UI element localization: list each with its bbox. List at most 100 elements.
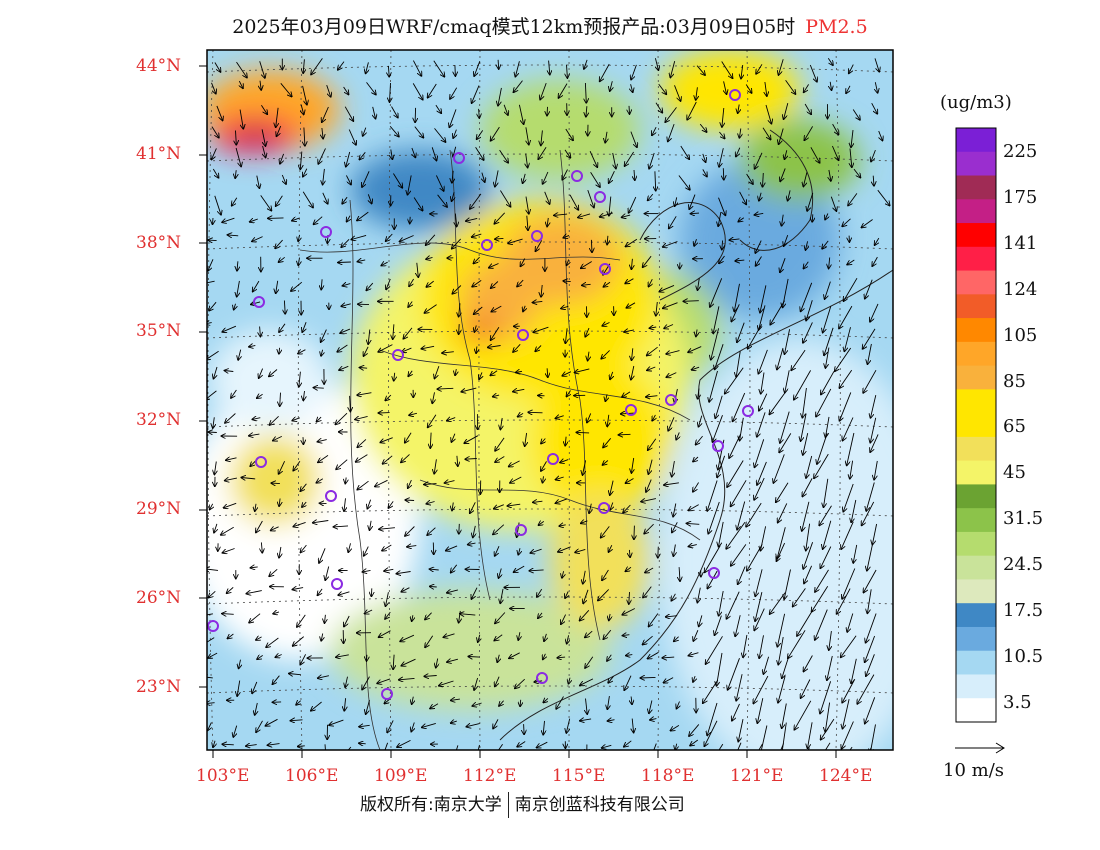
wind-arrow [460,614,476,615]
wind-arrow [499,568,502,579]
city-markers [207,89,754,700]
wind-arrow [824,327,834,356]
city-marker [729,89,741,101]
city-marker [331,578,343,590]
colorbar-label: 31.5 [1003,508,1044,529]
wind-arrow [325,566,330,581]
wind-arrow [303,390,304,400]
wind-arrow [300,483,307,491]
wind-arrow [412,615,413,621]
wind-arrow [261,105,267,114]
wind-arrow [410,216,411,224]
parallel-line [207,596,893,605]
wind-arrow [814,453,829,478]
wind-arrow [649,152,655,169]
wind-arrow [314,388,324,389]
wind-arrow [810,147,820,163]
colorbar-label: 17.5 [1003,600,1044,621]
wind-arrow [850,148,852,168]
wind-arrow [231,389,237,398]
wind-arrow [208,722,212,731]
parallel-line [207,685,893,694]
colorbar-swatch [956,389,996,414]
wind-arrow [804,261,809,269]
wind-arrow [708,501,720,534]
colorbar-swatch [956,318,996,343]
wind-arrow [717,455,726,478]
wind-arrow [724,81,727,94]
wind-arrow [356,454,368,462]
wind-arrow [214,62,221,72]
wind-arrow [401,587,410,592]
wind-arrow [843,417,854,441]
wind-arrow [842,218,851,227]
wind-arrow [707,480,718,511]
wind-arrow [780,168,786,181]
city-marker [253,296,265,308]
wind-arrow [630,131,637,148]
wind-arrow [547,106,548,116]
wind-arrow [656,301,658,316]
wind-arrow [738,218,745,222]
meridian-line [746,50,751,750]
wind-arrow [801,282,813,312]
wind-arrow [807,192,814,211]
wind-arrow [430,703,439,709]
wind-arrow [585,327,589,337]
wind-arrow [386,592,389,606]
wind-arrow [257,655,263,659]
wind-arrow [565,128,573,140]
wind-arrow [543,476,544,482]
wind-arrow [292,418,300,421]
wind-arrow [239,109,243,129]
colorbar-frame [955,127,997,723]
wind-arrow [623,635,630,636]
colorbar-label: 105 [1003,325,1038,346]
wind-arrow [623,504,631,513]
wind-arrow [605,131,607,143]
wind-arrow [488,346,501,348]
wind-arrow [826,416,830,437]
colorbar-label: 141 [1003,233,1038,254]
wind-arrow [344,106,353,121]
wind-arrow [449,109,457,127]
wind-arrow [533,501,543,502]
meridian-line [297,50,303,750]
wind-arrow [689,194,696,210]
wind-arrow [863,369,877,393]
wind-arrow [739,191,747,205]
wind-arrow [366,699,370,714]
wind-arrow [825,742,831,750]
wind-arrow [760,725,768,750]
wind-arrow [643,586,652,598]
wind-arrow [207,613,213,616]
wind-arrow [645,567,654,573]
wind-arrow [847,259,855,265]
wind-arrow [664,677,674,683]
lat-label: 35°N [136,321,182,341]
wind-arrow [543,720,544,735]
wind-arrow [784,234,789,246]
wind-arrow [345,477,346,484]
wind-arrow [632,718,633,733]
wind-arrow [610,480,614,495]
wind-arrow [348,129,356,145]
wind-arrow [759,635,764,658]
wind-arrow [575,549,586,552]
wind-arrow [827,655,833,680]
wind-arrow [649,700,652,714]
wind-arrow [804,126,813,140]
wind-arrow [450,87,458,99]
wind-arrow [756,64,763,74]
meridian-line [207,50,214,750]
wind-arrow [726,521,746,549]
wind-arrow [537,741,548,747]
wind-arrow [626,302,636,308]
colorbar-swatch [956,413,996,438]
wind-arrow [302,322,307,332]
wind-arrow [769,392,786,414]
wind-arrow [644,523,654,533]
wind-arrow [360,368,368,369]
wind-arrow [668,417,675,430]
wind-arrow [266,637,279,647]
